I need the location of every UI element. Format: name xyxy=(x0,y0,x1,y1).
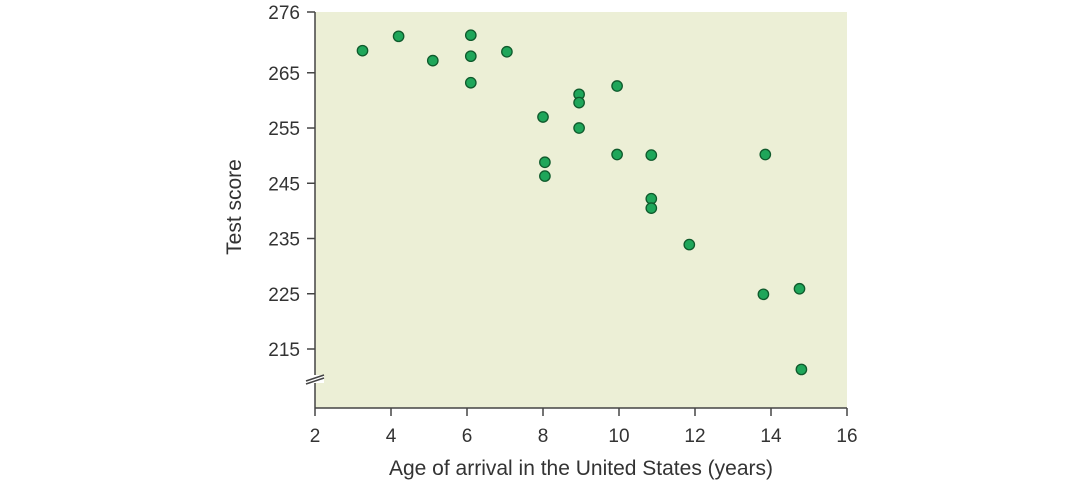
data-point xyxy=(464,29,477,42)
data-point xyxy=(426,54,439,67)
axis-break-line xyxy=(305,374,325,382)
data-point xyxy=(356,44,369,57)
x-tick-label: 4 xyxy=(386,426,397,447)
x-axis-ticks: 2 4 6 8 10 12 14 16 xyxy=(310,408,858,447)
axis-break-line xyxy=(305,377,325,385)
x-tick-label: 6 xyxy=(462,426,473,447)
y-axis-break-mark xyxy=(305,374,325,385)
data-point xyxy=(501,45,513,58)
axis-break-gap xyxy=(306,375,324,383)
y-tick-label: 225 xyxy=(268,285,300,306)
data-point xyxy=(793,282,806,295)
x-tick-label: 2 xyxy=(310,426,321,447)
y-tick-label: 276 xyxy=(268,3,300,24)
data-point xyxy=(464,50,477,63)
data-point xyxy=(573,96,585,109)
x-tick-label: 16 xyxy=(836,426,857,447)
data-point xyxy=(573,122,585,134)
data-point xyxy=(539,170,551,182)
data-point xyxy=(464,76,477,89)
axes: 2 4 6 8 10 12 14 16 215 225 235 245 255 265 276 xyxy=(268,3,857,447)
data-point xyxy=(795,363,808,376)
y-tick-label: 255 xyxy=(268,119,300,140)
y-axis-ticks: 215 225 235 245 255 265 276 xyxy=(268,3,315,361)
y-tick-label: 245 xyxy=(268,174,300,195)
data-point xyxy=(757,288,770,301)
plot-background xyxy=(315,12,847,408)
data-point xyxy=(392,30,405,43)
y-axis-title: Test score xyxy=(223,159,246,255)
data-point xyxy=(645,149,658,161)
x-tick-label: 14 xyxy=(760,426,782,447)
y-tick-label: 265 xyxy=(268,64,300,85)
y-tick-label: 215 xyxy=(268,340,300,361)
x-tick-label: 8 xyxy=(538,426,549,447)
data-points xyxy=(356,29,808,376)
y-tick-label: 235 xyxy=(268,230,300,251)
x-tick-label: 10 xyxy=(608,426,629,447)
data-point xyxy=(611,80,623,92)
data-point xyxy=(537,111,549,123)
data-point xyxy=(759,148,772,161)
data-point xyxy=(645,202,658,214)
data-point xyxy=(683,238,696,251)
data-point xyxy=(539,156,551,169)
x-tick-label: 12 xyxy=(684,426,705,447)
data-point xyxy=(611,148,623,161)
x-axis-title: Age of arrival in the United States (yea… xyxy=(389,457,773,480)
